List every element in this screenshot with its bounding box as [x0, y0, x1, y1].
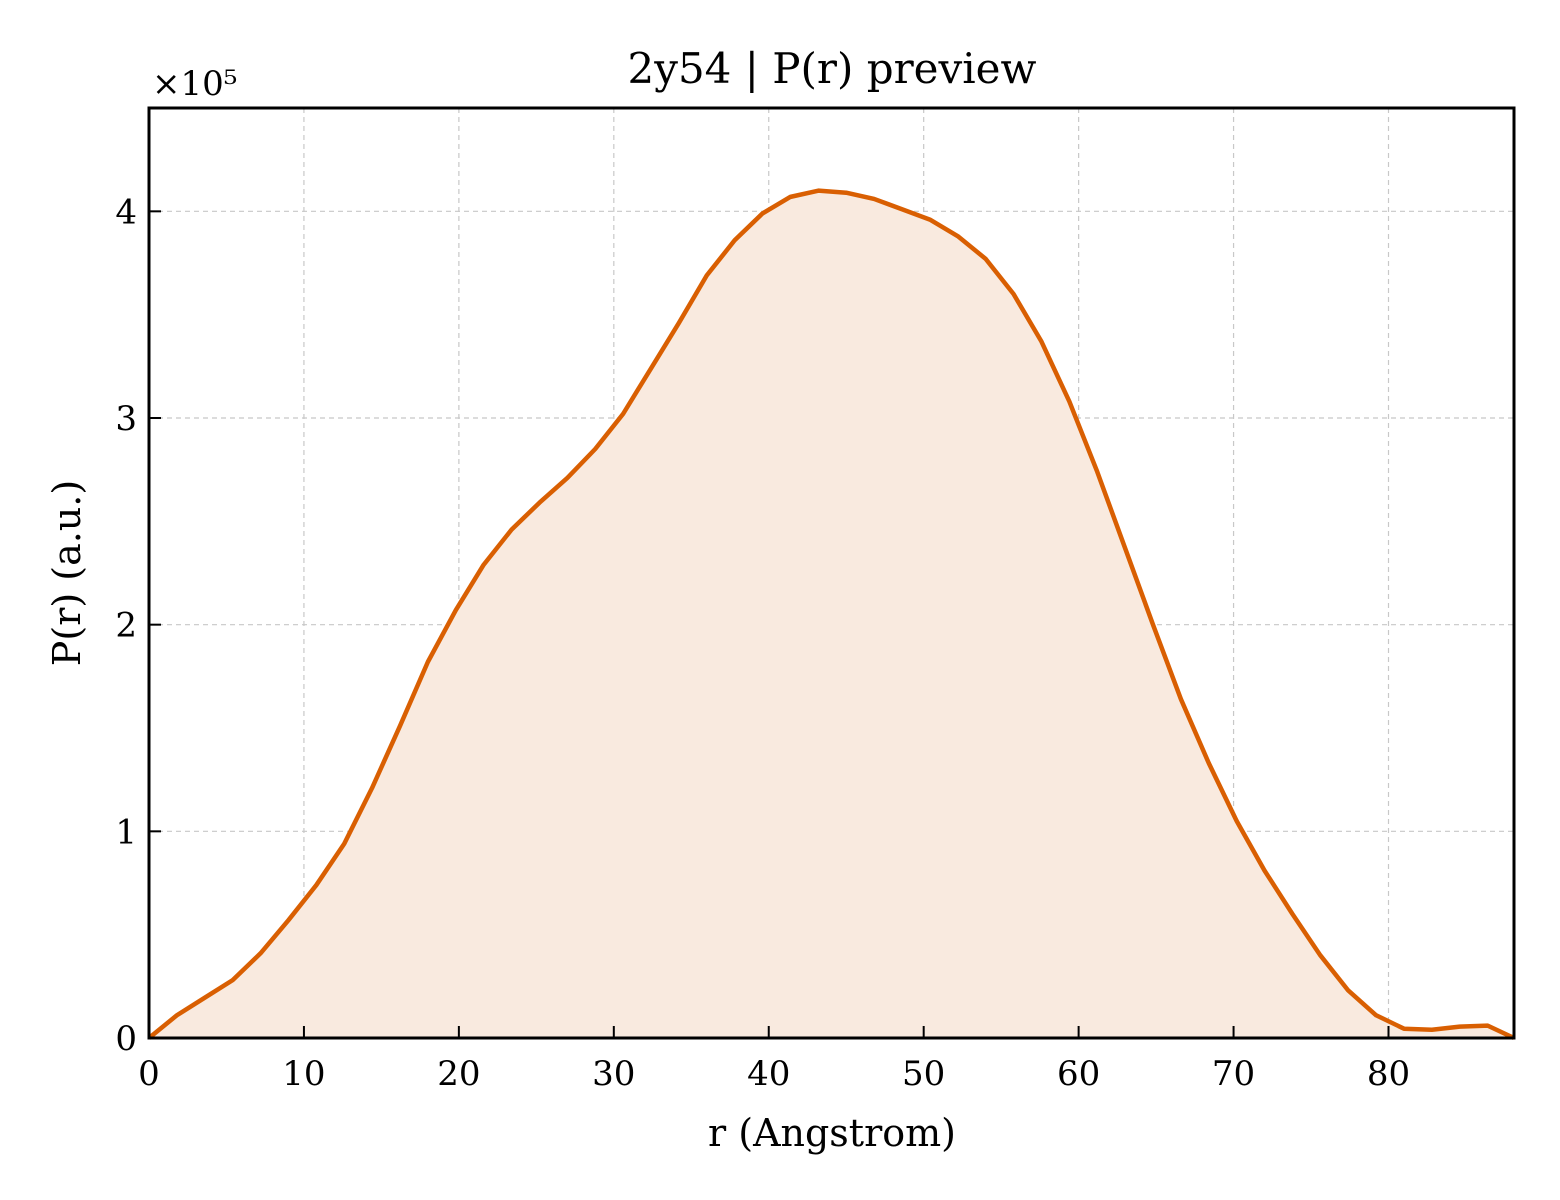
series-line: [147, 188, 1515, 1041]
x-tick-label: 80: [1367, 1054, 1410, 1094]
y-tick-label: 0: [115, 1019, 137, 1059]
plot-frame: [147, 106, 1516, 1040]
x-tick-label: 40: [747, 1054, 790, 1094]
x-tick-label: 30: [592, 1054, 635, 1094]
y-tick-label: 2: [115, 606, 137, 646]
y-tick-label: 3: [115, 399, 137, 439]
x-tick-label: 10: [282, 1054, 325, 1094]
y-axis-label: P(r) (a.u.): [45, 480, 89, 666]
y-scale-multiplier: ×10⁵: [152, 64, 237, 104]
x-tick-label: 60: [1057, 1054, 1100, 1094]
y-tick-label: 4: [115, 192, 137, 232]
series-area-fill: [149, 190, 1514, 1039]
x-axis-label: r (Angstrom): [708, 1111, 956, 1155]
y-tick-label: 1: [115, 812, 137, 852]
plot-area: [147, 188, 1515, 1041]
x-tick-label: 70: [1212, 1054, 1255, 1094]
x-tick-label: 20: [437, 1054, 480, 1094]
x-tick-label: 0: [138, 1054, 160, 1094]
chart-title: 2y54 | P(r) preview: [628, 44, 1037, 93]
axis-ticks: 0 10 20 30 40 50 60 70 80 0 1 2 3 4: [115, 192, 1410, 1094]
x-tick-label: 50: [902, 1054, 945, 1094]
